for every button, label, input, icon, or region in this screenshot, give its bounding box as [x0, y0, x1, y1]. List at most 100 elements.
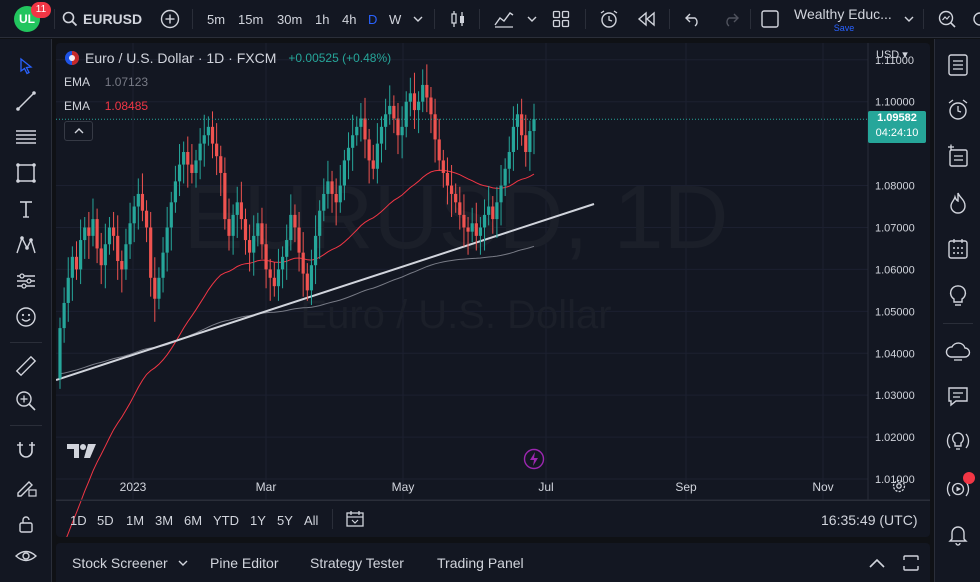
compare-button[interactable]: [160, 0, 180, 38]
hide-drawings-tool[interactable]: [13, 543, 39, 569]
tab-trading-panel[interactable]: Trading Panel: [437, 554, 524, 571]
candle-body: [449, 185, 454, 194]
ema-legend-fast[interactable]: EMA 1.08485: [64, 99, 148, 113]
candle-body: [437, 139, 441, 161]
cursor-tool[interactable]: [13, 53, 39, 79]
clock-timezone[interactable]: 16:35:49 (UTC): [821, 512, 918, 528]
lightning-icon: [523, 448, 545, 470]
candle-body: [363, 118, 367, 140]
indicators-dropdown[interactable]: [527, 0, 537, 38]
object-tree-button[interactable]: [944, 142, 972, 170]
price-label: 1.08000: [875, 181, 915, 193]
trendline[interactable]: [56, 203, 595, 381]
patterns-tool[interactable]: [13, 232, 39, 258]
candle-body: [429, 97, 433, 115]
range-1d[interactable]: 1D: [70, 513, 87, 528]
gear-icon: [892, 479, 906, 493]
range-3m[interactable]: 3M: [155, 513, 174, 528]
time-axis-labels[interactable]: 2023 Mar May Jul Sep Nov: [120, 480, 834, 494]
tab-strategy-tester[interactable]: Strategy Tester: [310, 554, 404, 571]
watchlist-icon: [948, 54, 968, 76]
interval-4h[interactable]: 4h: [342, 11, 357, 27]
hotlists-button[interactable]: [944, 189, 972, 217]
last-price-tag: 1.09582 04:24:10: [868, 111, 926, 144]
interval-d[interactable]: D: [368, 11, 378, 27]
range-all[interactable]: All: [304, 513, 319, 528]
range-1m[interactable]: 1M: [126, 513, 145, 528]
zoom-tool[interactable]: [13, 388, 39, 414]
chart-type-button[interactable]: [448, 0, 468, 38]
shapes-tool[interactable]: [13, 160, 39, 186]
lock-drawings-tool[interactable]: [13, 511, 39, 537]
price-axis-labels[interactable]: 1.11000 1.10000 1.08000 1.07000 1.06000 1.050…: [875, 55, 915, 486]
quick-search-button[interactable]: [937, 0, 957, 38]
redo-button[interactable]: [722, 0, 740, 38]
layout-dropdown[interactable]: [904, 0, 914, 38]
chart-legend-title[interactable]: Euro / U.S. Dollar · 1D · FXCM +0.00525 …: [64, 50, 391, 66]
streams-button[interactable]: [944, 337, 972, 365]
goto-date-button[interactable]: [345, 510, 365, 533]
interval-w[interactable]: W: [389, 11, 402, 27]
symbol-search[interactable]: EURUSD: [62, 0, 142, 38]
interval-15m[interactable]: 15m: [238, 11, 264, 27]
alerts-button[interactable]: [944, 96, 972, 124]
divider: [669, 9, 670, 29]
ema-legend-slow[interactable]: EMA 1.07123: [64, 75, 148, 89]
candle-body: [206, 126, 210, 136]
candle-body: [268, 269, 272, 278]
calendar-button[interactable]: [944, 235, 972, 263]
range-ytd[interactable]: YTD: [213, 513, 239, 528]
templates-button[interactable]: [552, 0, 570, 38]
indicators-button[interactable]: [493, 0, 515, 38]
candle-body: [169, 202, 173, 228]
interval-1h[interactable]: 1h: [315, 11, 330, 27]
candle-body: [454, 193, 458, 203]
notifications-button[interactable]: [944, 427, 972, 455]
ideas-button[interactable]: [944, 282, 972, 310]
axis-settings[interactable]: [891, 478, 907, 499]
settings-button[interactable]: [966, 0, 980, 38]
chart-pane[interactable]: EURUSD, 1D Euro / U.S. Dollar 1.11000 1.1…: [56, 43, 930, 537]
interval-5m[interactable]: 5m: [207, 11, 226, 27]
intervals-dropdown[interactable]: [413, 0, 423, 38]
range-6m[interactable]: 6M: [184, 513, 203, 528]
divider: [434, 9, 435, 29]
replay-button[interactable]: [637, 0, 657, 38]
expand-panel-button[interactable]: [868, 543, 886, 582]
collapse-legend-button[interactable]: [64, 121, 93, 141]
help-button[interactable]: [944, 521, 972, 549]
tradingview-logo[interactable]: [66, 442, 98, 465]
alert-button[interactable]: [598, 0, 620, 38]
range-5y[interactable]: 5Y: [277, 513, 293, 528]
divider: [332, 509, 333, 529]
stay-in-drawing-tool[interactable]: [13, 474, 39, 500]
text-tool[interactable]: [13, 196, 39, 222]
currency-selector[interactable]: USD ▾: [876, 48, 908, 61]
candle-body: [367, 139, 371, 161]
interval-30m[interactable]: 30m: [277, 11, 303, 27]
measure-tool[interactable]: [13, 353, 39, 379]
candle-body: [219, 156, 223, 173]
search-icon: [62, 11, 78, 27]
undo-button[interactable]: [684, 0, 702, 38]
layout-name-group[interactable]: Wealthy Educ... Save: [794, 6, 894, 33]
maximize-panel-button[interactable]: [902, 543, 920, 582]
range-5d[interactable]: 5D: [97, 513, 114, 528]
chats-button[interactable]: [944, 382, 972, 410]
tab-pine-editor[interactable]: Pine Editor: [210, 554, 279, 571]
magnet-tool[interactable]: [13, 437, 39, 463]
candle-body: [66, 277, 70, 303]
icons-tool[interactable]: [13, 304, 39, 330]
prediction-tool[interactable]: [13, 268, 39, 294]
watchlist-button[interactable]: [944, 51, 972, 79]
trendline-tool[interactable]: [13, 88, 39, 114]
trendline-icon: [16, 91, 36, 111]
events-marker[interactable]: [523, 448, 545, 475]
candle-body: [256, 223, 260, 236]
fib-tool[interactable]: [13, 124, 39, 150]
tab-stock-screener[interactable]: Stock Screener: [72, 543, 188, 582]
layout-select-button[interactable]: [760, 0, 780, 38]
add-circle-icon: [160, 9, 180, 29]
chart-canvas[interactable]: EURUSD, 1D Euro / U.S. Dollar 1.110001.1…: [56, 43, 930, 537]
range-1y[interactable]: 1Y: [250, 513, 266, 528]
